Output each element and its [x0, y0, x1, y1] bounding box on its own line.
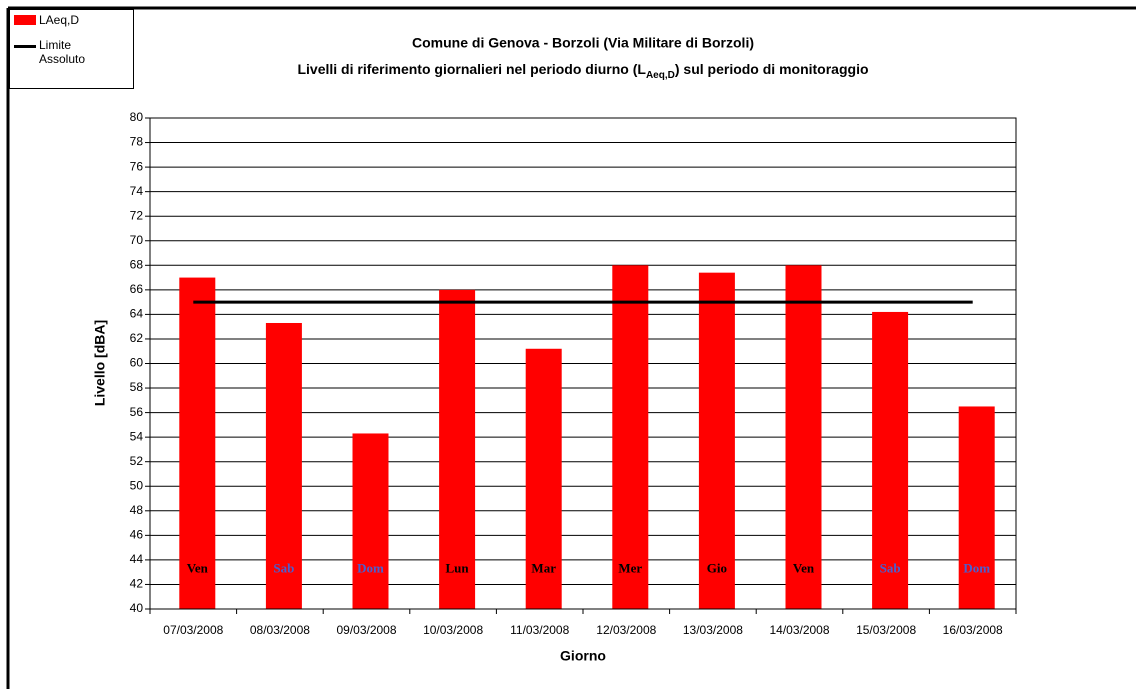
day-label: Ven — [187, 561, 209, 576]
y-tick-label: 46 — [130, 528, 144, 542]
x-tick-label: 16/03/2008 — [943, 623, 1003, 637]
bar — [872, 311, 909, 609]
y-tick-label: 44 — [130, 552, 144, 566]
y-tick-label: 74 — [130, 184, 144, 198]
chart-subtitle: Livelli di riferimento giornalieri nel p… — [297, 61, 868, 81]
y-tick-label: 70 — [130, 233, 144, 247]
y-tick-label: 62 — [130, 331, 144, 345]
day-label: Dom — [963, 561, 990, 576]
y-axis-title: Livello [dBA] — [92, 320, 108, 406]
y-tick-label: 64 — [130, 307, 144, 321]
subtitle-part: ) sul periodo di monitoraggio — [675, 61, 869, 77]
bar — [785, 265, 822, 609]
x-axis-title: Giorno — [560, 648, 606, 664]
bar — [612, 265, 649, 609]
bar — [352, 433, 389, 609]
x-tick-label: 13/03/2008 — [683, 623, 743, 637]
legend-item: LAeq,D — [14, 13, 109, 27]
day-label: Lun — [446, 561, 470, 576]
subtitle-sub: Aeq,D — [646, 70, 675, 81]
y-tick-label: 40 — [130, 601, 144, 615]
y-tick-label: 48 — [130, 503, 144, 517]
y-tick-label: 60 — [130, 356, 144, 370]
x-tick-label: 07/03/2008 — [163, 623, 223, 637]
y-tick-label: 78 — [130, 135, 144, 149]
day-label: Ven — [793, 561, 815, 576]
y-tick-label: 80 — [130, 110, 144, 124]
plot-frame — [149, 117, 1017, 610]
day-label: Mar — [531, 561, 556, 576]
bar — [698, 272, 735, 609]
subtitle-part: Livelli di riferimento giornalieri nel p… — [297, 61, 646, 77]
y-tick-label: 72 — [130, 208, 144, 222]
y-tick-label: 68 — [130, 257, 144, 271]
y-tick-label: 52 — [130, 454, 144, 468]
day-label: Sab — [273, 561, 294, 576]
legend-label: LAeq,D — [39, 13, 80, 27]
bar — [439, 289, 476, 609]
bar — [265, 322, 302, 609]
legend-item: Limite Assoluto — [14, 38, 109, 66]
x-tick-label: 09/03/2008 — [336, 623, 396, 637]
x-tick-label: 14/03/2008 — [769, 623, 829, 637]
y-tick-label: 58 — [130, 380, 144, 394]
x-tick-label: 12/03/2008 — [596, 623, 656, 637]
legend: LAeq,D Limite Assoluto — [9, 9, 134, 89]
day-label: Mer — [618, 561, 642, 576]
x-tick-label: 10/03/2008 — [423, 623, 483, 637]
x-tick-label: 15/03/2008 — [856, 623, 916, 637]
day-label: Gio — [707, 561, 727, 576]
legend-label: Limite Assoluto — [39, 38, 86, 66]
y-tick-label: 66 — [130, 282, 144, 296]
day-label: Dom — [357, 561, 384, 576]
chart-title: Comune di Genova - Borzoli (Via Militare… — [412, 35, 754, 51]
y-tick-label: 76 — [130, 159, 144, 173]
x-tick-label: 08/03/2008 — [250, 623, 310, 637]
bar — [958, 406, 995, 609]
y-tick-label: 56 — [130, 405, 144, 419]
bar — [525, 348, 562, 609]
y-tick-label: 50 — [130, 478, 144, 492]
day-label: Sab — [880, 561, 901, 576]
legend-swatch — [14, 15, 36, 25]
bar — [179, 277, 216, 609]
x-tick-label: 11/03/2008 — [510, 623, 569, 637]
y-tick-label: 54 — [130, 429, 144, 443]
y-tick-label: 42 — [130, 577, 144, 591]
legend-swatch — [14, 45, 36, 48]
